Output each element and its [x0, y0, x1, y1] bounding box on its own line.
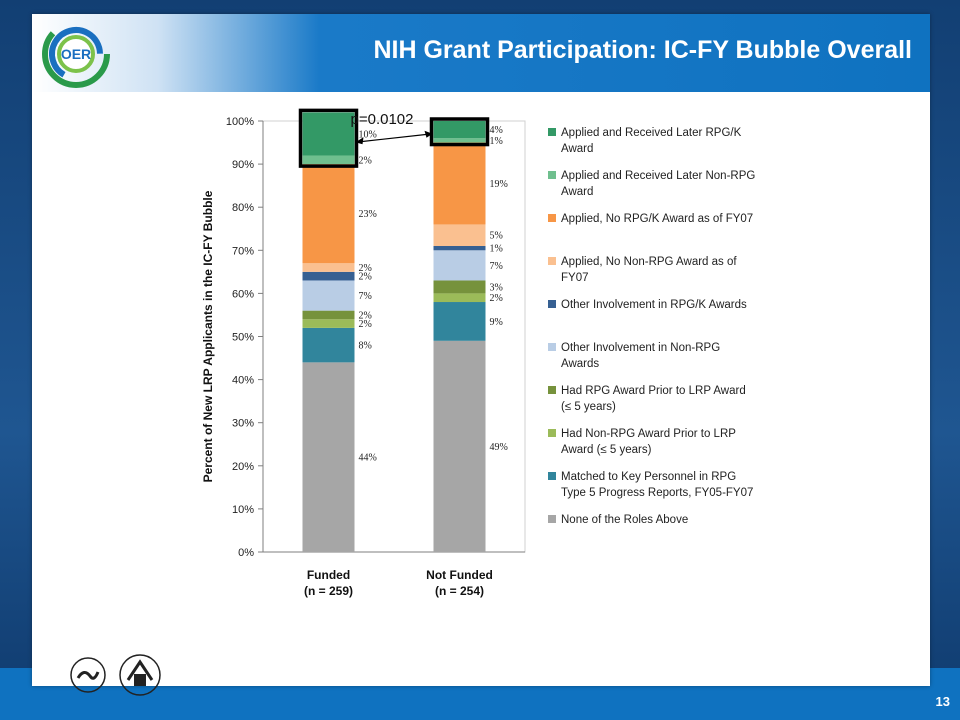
data-label: 1% — [490, 136, 503, 147]
logo-text: OER — [61, 46, 91, 62]
bar-segment — [433, 224, 486, 246]
category-sublabel: (n = 254) — [435, 584, 484, 598]
bar-segment — [433, 245, 486, 251]
data-label: 4% — [490, 125, 503, 136]
legend-swatch — [548, 300, 556, 308]
bar-segment — [433, 302, 486, 341]
bar-segment — [302, 310, 355, 320]
data-label: 2% — [359, 155, 372, 166]
data-label: 2% — [359, 272, 372, 283]
bar-segment — [433, 280, 486, 294]
data-label: 3% — [490, 282, 503, 293]
page-number: 13 — [935, 694, 950, 709]
data-label: 23% — [359, 209, 377, 220]
category-label: Funded — [307, 568, 350, 582]
y-tick-label: 90% — [232, 159, 254, 171]
bar-segment — [302, 327, 355, 363]
bar-segment — [433, 121, 486, 139]
hhs-seal-icon — [70, 657, 106, 693]
legend-swatch — [548, 257, 556, 265]
bar-segment — [433, 340, 486, 552]
y-tick-label: 50% — [232, 332, 254, 344]
bar-segment — [302, 280, 355, 311]
y-tick-label: 60% — [232, 288, 254, 300]
oer-logo: OER — [42, 20, 110, 88]
arrowhead-right — [424, 130, 433, 138]
plot-area — [262, 120, 526, 553]
bar-segment — [302, 362, 355, 552]
data-label: 2% — [359, 263, 372, 274]
legend-swatch — [548, 429, 556, 437]
data-label: 44% — [359, 453, 377, 464]
legend-swatch — [548, 472, 556, 480]
p-value-annotation: p=0.0102 — [351, 111, 414, 128]
bar-segment — [302, 112, 355, 156]
legend-label: Had Non-RPG Award Prior to LRP Award (≤ 5… — [561, 428, 736, 456]
header-bar: OER NIH Grant Participation: IC-FY Bubbl… — [32, 14, 930, 92]
data-label: 8% — [359, 341, 372, 352]
bar-segment — [433, 138, 486, 143]
legend-swatch — [548, 515, 556, 523]
slide: OER NIH Grant Participation: IC-FY Bubbl… — [32, 14, 930, 696]
legend-swatch — [548, 214, 556, 222]
y-tick-label: 10% — [232, 504, 254, 516]
bar-segment — [433, 250, 486, 281]
legend-swatch — [548, 343, 556, 351]
data-label: 7% — [490, 261, 503, 272]
y-tick-label: 70% — [232, 245, 254, 257]
bar-segment — [302, 263, 355, 272]
y-tick-label: 80% — [232, 202, 254, 214]
y-axis-title: Percent of New LRP Applicants in the IC-… — [201, 190, 215, 482]
legend-label: Applied, No Non-RPG Award as of FY07 — [561, 256, 737, 284]
bar-segment — [302, 164, 355, 264]
bar-segment — [433, 142, 486, 225]
highlight-box — [298, 108, 359, 168]
legend-label: Applied, No RPG/K Award as of FY07 — [561, 213, 753, 225]
data-label: 5% — [490, 231, 503, 242]
data-label: 2% — [490, 293, 503, 304]
slide-title: NIH Grant Participation: IC-FY Bubble Ov… — [373, 36, 912, 64]
data-label: 9% — [490, 317, 503, 328]
y-tick-label: 0% — [238, 547, 254, 559]
legend-swatch — [548, 171, 556, 179]
data-label: 7% — [359, 291, 372, 302]
data-label: 19% — [490, 179, 508, 190]
category-label: Not Funded — [426, 568, 493, 582]
hhs-nih-logos — [70, 654, 161, 696]
data-label: 2% — [359, 319, 372, 330]
legend-label: Matched to Key Personnel in RPG Type 5 Pr… — [561, 471, 753, 499]
data-label: 1% — [490, 244, 503, 255]
legend-swatch — [548, 128, 556, 136]
data-label: 10% — [359, 129, 377, 140]
arrowhead-left — [355, 137, 364, 145]
legend-label: Other Involvement in RPG/K Awards — [561, 299, 747, 311]
legend-swatch — [548, 386, 556, 394]
bar-segment — [433, 293, 486, 303]
data-label: 2% — [359, 310, 372, 321]
legend-label: Applied and Received Later Non-RPG Award — [561, 170, 755, 198]
highlight-box — [429, 117, 490, 147]
legend-label: Other Involvement in Non-RPG Awards — [561, 342, 720, 370]
y-tick-label: 20% — [232, 461, 254, 473]
category-sublabel: (n = 259) — [304, 584, 353, 598]
data-label: 49% — [490, 442, 508, 453]
legend-label: Applied and Received Later RPG/K Award — [561, 127, 742, 155]
bar-segment — [302, 271, 355, 281]
bar-segment — [302, 319, 355, 328]
y-tick-label: 40% — [232, 375, 254, 387]
annotation-arrow — [355, 133, 433, 143]
bar-segment — [302, 155, 355, 165]
y-tick-label: 100% — [226, 116, 254, 128]
y-tick-label: 30% — [232, 418, 254, 430]
legend-label: None of the Roles Above — [561, 514, 688, 526]
nih-seal-icon — [119, 654, 161, 696]
legend-label: Had RPG Award Prior to LRP Award (≤ 5 yea… — [561, 385, 746, 413]
